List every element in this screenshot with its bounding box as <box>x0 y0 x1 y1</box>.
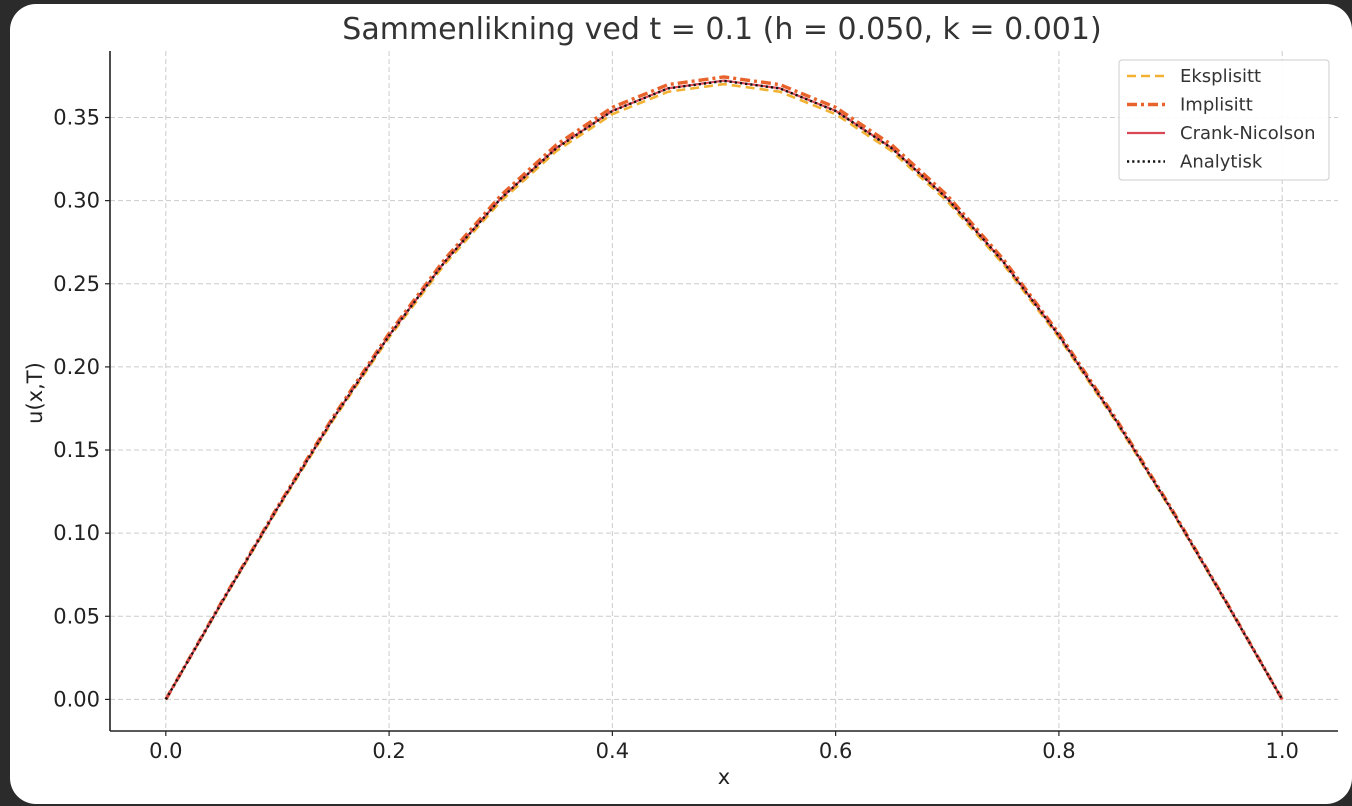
legend-box <box>1118 59 1330 181</box>
line-chart: 0.0 0.2 0.4 0.6 0.8 1.0 0.00 0.05 0.10 0.15 0.20 0.… <box>23 12 1338 789</box>
x-tick-label-4: 0.8 <box>1042 739 1075 763</box>
tick-labels: 0.0 0.2 0.4 0.6 0.8 1.0 0.00 0.05 0.10 0.15 0.20 0.… <box>53 106 1299 763</box>
legend-label-crank-nicolson: Crank-Nicolson <box>1180 123 1316 144</box>
y-tick-label-7: 0.35 <box>53 106 100 130</box>
series-line-eksplisitt <box>164 82 1284 701</box>
chart-card: 0.0 0.2 0.4 0.6 0.8 1.0 0.00 0.05 0.10 0.15 0.20 0.… <box>10 4 1352 804</box>
y-tick-label-5: 0.25 <box>53 272 100 296</box>
axes <box>105 51 1338 736</box>
series-line-implisitt <box>164 75 1284 701</box>
x-tick-label-1: 0.2 <box>372 739 405 763</box>
y-tick-label-1: 0.05 <box>53 604 100 628</box>
series-lines <box>164 75 1284 701</box>
x-tick-label-5: 1.0 <box>1265 739 1298 763</box>
legend: Eksplisitt Implisitt Crank-Nicolson Analyti… <box>1118 59 1330 181</box>
y-tick-label-2: 0.10 <box>53 521 100 545</box>
legend-label-analytisk: Analytisk <box>1180 152 1263 173</box>
x-tick-label-0: 0.0 <box>149 739 182 763</box>
x-tick-label-2: 0.4 <box>596 739 629 763</box>
y-tick-label-4: 0.20 <box>53 355 100 379</box>
chart-title: Sammenlikning ved t = 0.1 (h = 0.050, k … <box>342 12 1101 47</box>
y-tick-label-6: 0.30 <box>53 189 100 213</box>
x-axis-label: x <box>718 765 730 789</box>
x-tick-label-3: 0.6 <box>819 739 852 763</box>
series-line-analytisk <box>164 79 1284 701</box>
y-tick-label-0: 0.00 <box>53 687 100 711</box>
series-line-crank-nicolson <box>164 79 1284 700</box>
legend-label-eksplisitt: Eksplisitt <box>1180 66 1261 87</box>
y-tick-label-3: 0.15 <box>53 438 100 462</box>
y-axis-label: u(x,T) <box>23 362 47 424</box>
legend-label-implisitt: Implisitt <box>1180 95 1253 116</box>
